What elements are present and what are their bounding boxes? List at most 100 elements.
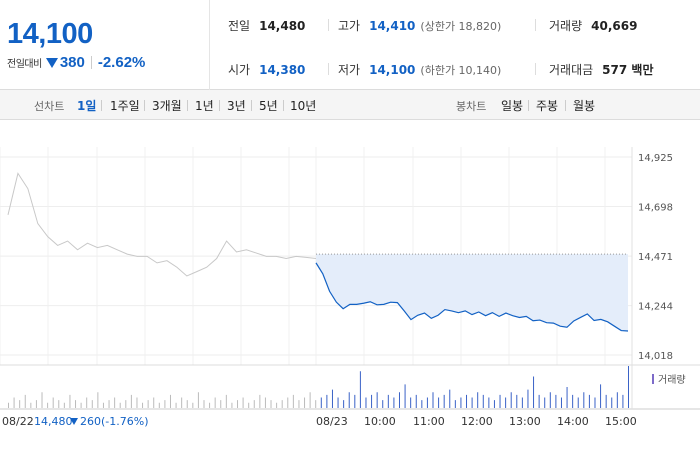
volume-bar — [533, 376, 535, 408]
volume-bar — [142, 402, 144, 408]
down-arrow-icon — [45, 57, 58, 68]
volume-bar — [158, 402, 160, 408]
stat-trade-value: 거래대금 577 백만 — [549, 61, 653, 78]
candle-daily-button[interactable]: 일봉 — [501, 99, 524, 113]
volume-bar — [611, 397, 613, 408]
stat-label: 거래대금 — [549, 63, 594, 77]
y-tick-label: 14,244 — [638, 302, 673, 313]
volume-bar — [560, 397, 562, 408]
volume-bar — [315, 400, 317, 408]
volume-bar — [136, 397, 138, 408]
period-1d-button[interactable]: 1일 — [77, 99, 97, 113]
volume-bar — [253, 400, 255, 408]
volume-bar — [538, 394, 540, 408]
volume-bar — [281, 400, 283, 408]
stat-value: 14,410 — [369, 19, 416, 33]
period-3y-button[interactable]: 3년 — [227, 99, 246, 113]
prev-day-change-pct: (-1.76%) — [101, 415, 149, 428]
down-arrow-icon — [70, 418, 78, 425]
volume-bar — [270, 400, 272, 408]
volume-bar — [237, 400, 239, 408]
volume-bar — [488, 397, 490, 408]
volume-bar — [387, 394, 389, 408]
x-tick-label: 15:00 — [605, 415, 637, 428]
divider — [90, 56, 92, 69]
volume-bar — [169, 394, 171, 408]
change-label: 전일대비 — [7, 59, 42, 70]
volume-bar — [549, 392, 551, 408]
candle-weekly-button[interactable]: 주봉 — [536, 99, 559, 113]
volume-bar — [309, 392, 311, 408]
volume-bar — [566, 387, 568, 408]
volume-bar — [410, 397, 412, 408]
stat-value: 14,480 — [259, 19, 306, 33]
change-row: 전일대비 380 -2.62% — [7, 54, 145, 71]
volume-bar — [331, 389, 333, 408]
volume-bar — [382, 400, 384, 408]
volume-bar — [365, 397, 367, 408]
volume-bar — [242, 397, 244, 408]
price-chart[interactable]: 14,925 14,698 14,471 14,244 14,018 거래량 08/23 10… — [0, 121, 700, 450]
volume-bar — [264, 397, 266, 408]
stat-label: 고가 — [338, 19, 361, 33]
change-percent: -2.62% — [97, 54, 146, 71]
volume-bar — [125, 400, 127, 408]
volume-bar — [209, 402, 211, 408]
volume-bar — [35, 400, 37, 408]
divider — [535, 63, 536, 75]
divider — [219, 100, 220, 111]
divider — [565, 100, 566, 111]
y-tick-label: 14,698 — [638, 203, 673, 214]
y-tick-label: 14,471 — [638, 252, 673, 263]
volume-bar — [477, 392, 479, 408]
x-tick-label: 14:00 — [557, 415, 589, 428]
volume-bar — [231, 402, 233, 408]
divider — [251, 100, 252, 111]
volume-bar — [114, 397, 116, 408]
volume-bar — [432, 392, 434, 408]
volume-bar — [415, 394, 417, 408]
volume-bar — [359, 371, 361, 408]
divider — [144, 100, 145, 111]
stat-sub: (하한가 10,140) — [420, 64, 502, 77]
divider — [535, 19, 536, 31]
volume-bar — [404, 384, 406, 408]
stat-label: 거래량 — [549, 19, 583, 33]
volume-bar — [58, 400, 60, 408]
period-1y-button[interactable]: 1년 — [195, 99, 214, 113]
period-5y-button[interactable]: 5년 — [259, 99, 278, 113]
volume-bar — [628, 366, 629, 408]
volume-bar — [292, 394, 294, 408]
volume-bar — [466, 394, 468, 408]
volume-legend-swatch — [652, 374, 654, 384]
stat-high: 고가 14,410 (상한가 18,820) — [338, 17, 501, 34]
period-3m-button[interactable]: 3개월 — [152, 99, 182, 113]
stat-value: 577 백만 — [602, 63, 654, 77]
period-1w-button[interactable]: 1주일 — [110, 99, 140, 113]
volume-bar — [600, 384, 602, 408]
volume-bar — [449, 389, 451, 408]
candle-monthly-button[interactable]: 월봉 — [573, 99, 596, 113]
volume-bar — [555, 394, 557, 408]
divider — [187, 100, 188, 111]
divider — [328, 63, 329, 75]
volume-bar — [47, 402, 49, 408]
stat-open: 시가 14,380 — [228, 61, 305, 78]
volume-bar — [482, 394, 484, 408]
volume-bar — [214, 397, 216, 408]
volume-bar — [493, 400, 495, 408]
volume-bar — [544, 397, 546, 408]
current-session-line — [315, 262, 629, 332]
current-price-box: 14,100 전일대비 380 -2.62% — [0, 0, 210, 90]
volume-bar — [147, 400, 149, 408]
volume-bar — [499, 394, 501, 408]
volume-bar — [594, 397, 596, 408]
change-value: 380 — [59, 54, 85, 71]
volume-bar — [97, 392, 99, 408]
volume-bar — [41, 392, 43, 408]
volume-bar — [572, 394, 574, 408]
volume-bar — [164, 400, 166, 408]
period-10y-button[interactable]: 10년 — [290, 99, 317, 113]
volume-bar — [454, 400, 456, 408]
volume-bar — [80, 402, 82, 408]
